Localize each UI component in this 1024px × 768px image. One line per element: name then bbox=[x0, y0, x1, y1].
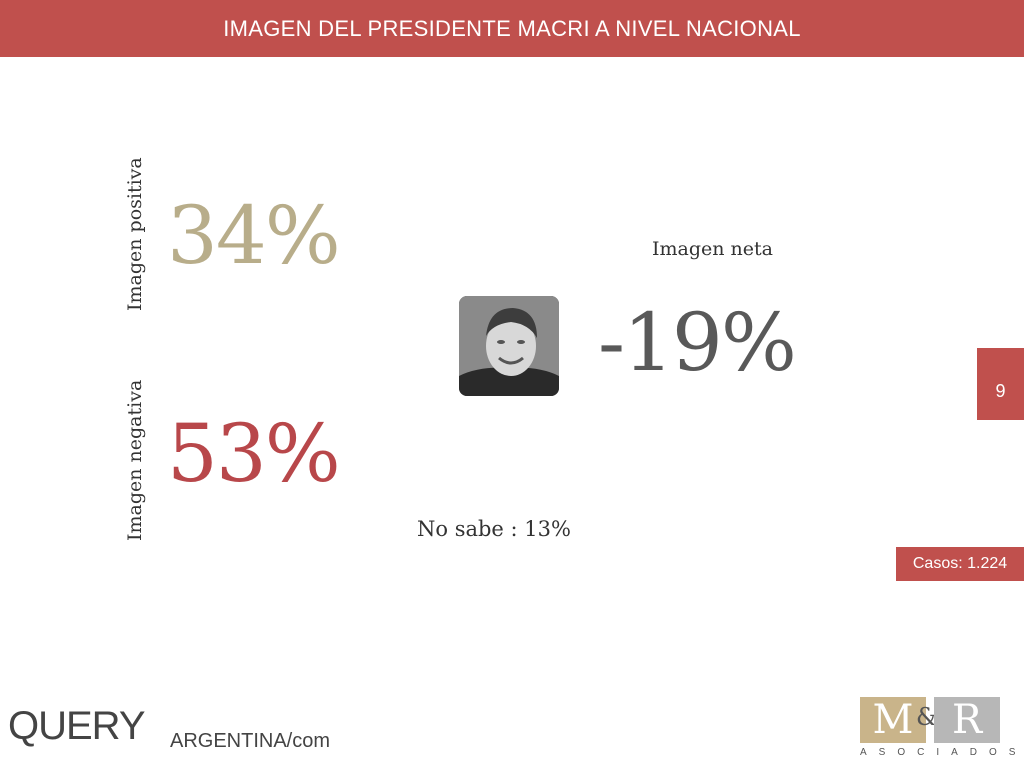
mr-logo-r: R bbox=[934, 697, 1000, 743]
page-title: IMAGEN DEL PRESIDENTE MACRI A NIVEL NACI… bbox=[0, 0, 1024, 57]
net-label: Imagen neta bbox=[652, 238, 773, 260]
negative-label: Imagen negativa bbox=[124, 379, 146, 541]
negative-value: 53% bbox=[167, 407, 341, 500]
mr-asociados-logo: M & R ASOCIADOS bbox=[860, 697, 1024, 765]
page-number: 9 bbox=[977, 348, 1024, 420]
mr-logo-m: M bbox=[860, 697, 926, 743]
mr-logo-sub: ASOCIADOS bbox=[860, 747, 1024, 758]
net-value: -19% bbox=[598, 296, 797, 389]
query-logo-main: QUERY bbox=[8, 704, 146, 748]
sample-size-badge: Casos: 1.224 bbox=[896, 547, 1024, 581]
president-photo bbox=[459, 296, 559, 396]
positive-value: 34% bbox=[167, 189, 341, 282]
positive-label: Imagen positiva bbox=[124, 157, 146, 311]
no-sabe-text: No sabe : 13% bbox=[417, 517, 571, 541]
query-logo-sub: ARGENTINA/com bbox=[170, 730, 331, 752]
mr-logo-amp: & bbox=[916, 703, 938, 731]
